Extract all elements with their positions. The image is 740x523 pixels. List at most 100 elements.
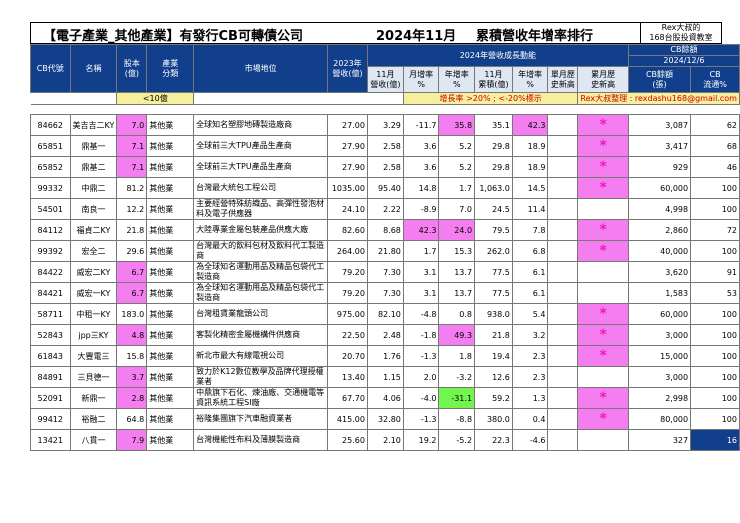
- legend-small-cap: <10億: [116, 92, 195, 105]
- cell-cum: 19.4: [474, 345, 513, 367]
- cell-cb-float: 53: [690, 282, 740, 304]
- cell-cum-high: *: [577, 345, 629, 367]
- cell-cb-float: 100: [690, 345, 740, 367]
- cell-cb-float: 68: [690, 135, 740, 157]
- cell-industry: 其他業: [146, 282, 195, 304]
- cell-yoy: 5.2: [438, 135, 476, 157]
- cell-market: 為全球知名運動用品及精品包袋代工製造商: [193, 282, 329, 304]
- cell-yoy: -5.2: [438, 429, 476, 451]
- cell-yoy: 15.3: [438, 240, 476, 262]
- cell-cb-bal: 40,000: [627, 240, 692, 262]
- cell-market: 致力於K12數位教學及品牌代理授權業者: [193, 366, 329, 388]
- report-title-bar: 【電子產業_其他產業】有發行CB可轉債公司 2024年11月 累積營收年增率排行: [30, 22, 640, 44]
- cell-cum: 77.5: [474, 282, 513, 304]
- cell-mom: 3.1: [402, 261, 440, 283]
- cell-name: 南良一: [69, 198, 118, 220]
- cell-cumyoy: 1.3: [511, 387, 549, 409]
- cell-rev2023: 24.10: [327, 198, 368, 220]
- cell-month-high: [547, 240, 579, 262]
- header-rev2023: 2023年 營收(億): [327, 44, 368, 93]
- cell-yoy: -3.2: [438, 366, 476, 388]
- cell-code: 61843: [30, 345, 71, 367]
- cell-name: 新鼎一: [69, 387, 118, 409]
- cell-code: 84112: [30, 219, 71, 241]
- legend-growth-note: 增長率 >20% ; <-20%標示: [402, 92, 579, 105]
- cell-cum-high: *: [577, 408, 629, 430]
- cell-cb-bal: 80,000: [627, 408, 692, 430]
- header-yoy: 年增率%: [438, 66, 476, 93]
- cell-rev11: 82.10: [366, 303, 404, 325]
- cell-yoy: 13.7: [438, 261, 476, 283]
- cell-rev11: 2.10: [366, 429, 404, 451]
- cell-cum-high: [577, 366, 629, 388]
- cell-name: 八貫一: [69, 429, 118, 451]
- cell-cumyoy: 5.4: [511, 303, 549, 325]
- cell-industry: 其他業: [146, 408, 195, 430]
- header-mom: 月增率%: [402, 66, 440, 93]
- report-period: 2024年11月: [376, 29, 457, 44]
- cell-cb-bal: 929: [627, 156, 692, 178]
- cell-cum: 22.3: [474, 429, 513, 451]
- cell-market: 台灣最大統包工程公司: [193, 177, 329, 199]
- cell-cb-float: 100: [690, 177, 740, 199]
- cell-month-high: [547, 387, 579, 409]
- cell-capital: 6.7: [116, 282, 148, 304]
- author-box: Rex大叔的 168台股投資教室: [640, 22, 722, 44]
- cell-mom: 2.0: [402, 366, 440, 388]
- cell-market: 新北市最大有線電視公司: [193, 345, 329, 367]
- cell-cb-float: 100: [690, 366, 740, 388]
- cell-industry: 其他業: [146, 387, 195, 409]
- cell-mom: -4.8: [402, 303, 440, 325]
- cell-name: 鼎基一: [69, 135, 118, 157]
- cell-yoy: 49.3: [438, 324, 476, 346]
- header-cb-date: 2024/12/6: [627, 55, 740, 67]
- cell-cb-float: 16: [690, 429, 740, 451]
- cell-cb-float: 62: [690, 114, 740, 136]
- cell-yoy: 0.8: [438, 303, 476, 325]
- cell-capital: 3.7: [116, 366, 148, 388]
- table-row: 84422 威宏二KY 6.7 其他業 為全球知名運動用品及精品包袋代工製造商 79.20…: [30, 261, 740, 283]
- cell-capital: 183.0: [116, 303, 148, 325]
- cell-capital: 12.2: [116, 198, 148, 220]
- cell-month-high: [547, 219, 579, 241]
- cell-cum: 262.0: [474, 240, 513, 262]
- cell-name: 威宏二KY: [69, 261, 118, 283]
- cell-cumyoy: 18.9: [511, 156, 549, 178]
- cell-industry: 其他業: [146, 366, 195, 388]
- cell-cb-bal: 15,000: [627, 345, 692, 367]
- cell-code: 13421: [30, 429, 71, 451]
- cell-cumyoy: 6.8: [511, 240, 549, 262]
- cell-cumyoy: 14.5: [511, 177, 549, 199]
- author-line-1: Rex大叔的: [661, 23, 701, 32]
- cell-cb-float: 91: [690, 261, 740, 283]
- cell-name: 鼎基二: [69, 156, 118, 178]
- table-row: 58711 中租一KY 183.0 其他業 台灣租賃業龍頭公司 975.00 82.10 -4…: [30, 303, 740, 325]
- cell-rev2023: 27.90: [327, 156, 368, 178]
- cell-month-high: [547, 324, 579, 346]
- cell-cumyoy: 6.1: [511, 282, 549, 304]
- cell-rev11: 2.48: [366, 324, 404, 346]
- cell-month-high: [547, 303, 579, 325]
- cell-cb-bal: 2,998: [627, 387, 692, 409]
- cell-yoy: -31.1: [438, 387, 476, 409]
- table-row: 52091 新鼎一 2.8 其他業 中鼎旗下石化、煉油廠、交通機電等資訊系統工程SI廠 6…: [30, 387, 740, 409]
- cell-mom: 19.2: [402, 429, 440, 451]
- cell-rev2023: 67.70: [327, 387, 368, 409]
- cell-cb-bal: 1,583: [627, 282, 692, 304]
- cell-month-high: [547, 345, 579, 367]
- cell-industry: 其他業: [146, 219, 195, 241]
- table-row: 52843 jpp三KY 4.8 其他業 客製化精密金屬機構件供應商 22.50 2.48-…: [30, 324, 740, 346]
- cell-mom: -4.0: [402, 387, 440, 409]
- cell-month-high: [547, 135, 579, 157]
- cell-yoy: 1.8: [438, 345, 476, 367]
- cell-rev11: 4.06: [366, 387, 404, 409]
- table-row: 99412 裕融二 64.8 其他業 裕隆集團旗下汽車融資業者 415.00 32.80 -1…: [30, 408, 740, 430]
- cell-cum-high: *: [577, 177, 629, 199]
- cell-name: 中鼎二: [69, 177, 118, 199]
- header-cb-bal: CB餘額 (張): [627, 66, 692, 93]
- cell-cum: 24.5: [474, 198, 513, 220]
- cell-rev2023: 13.40: [327, 366, 368, 388]
- cell-industry: 其他業: [146, 240, 195, 262]
- cell-cum: 59.2: [474, 387, 513, 409]
